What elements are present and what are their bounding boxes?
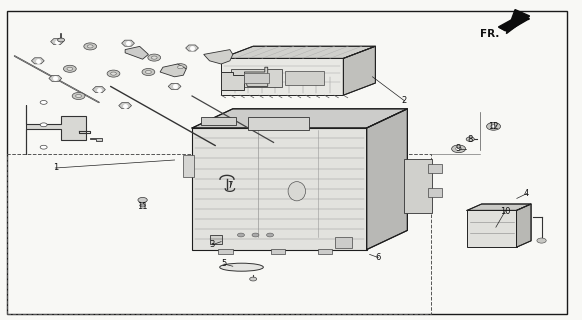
Text: 1: 1 [52, 164, 58, 172]
Bar [183, 155, 194, 177]
Circle shape [72, 92, 85, 100]
Polygon shape [90, 138, 102, 141]
Text: 6: 6 [375, 253, 381, 262]
Polygon shape [517, 204, 531, 247]
Circle shape [107, 70, 120, 77]
Bar [244, 73, 269, 83]
Ellipse shape [220, 263, 263, 271]
Polygon shape [506, 10, 530, 34]
Polygon shape [49, 75, 62, 82]
Bar [467, 211, 517, 247]
Circle shape [491, 125, 496, 128]
Circle shape [174, 64, 187, 71]
Polygon shape [51, 38, 63, 45]
Text: 2: 2 [402, 96, 407, 105]
Circle shape [237, 233, 244, 237]
Bar [7, 154, 431, 314]
Bar [221, 58, 343, 95]
Bar [192, 128, 367, 250]
Circle shape [178, 66, 183, 69]
Circle shape [58, 38, 65, 42]
Circle shape [151, 56, 157, 59]
Polygon shape [467, 204, 531, 211]
Circle shape [111, 72, 116, 75]
Circle shape [142, 68, 155, 76]
Polygon shape [204, 50, 233, 64]
Circle shape [250, 277, 257, 281]
Bar [231, 69, 282, 87]
FancyArrow shape [498, 14, 529, 31]
Polygon shape [244, 67, 268, 86]
Polygon shape [119, 102, 132, 109]
FancyArrow shape [499, 15, 530, 31]
Circle shape [252, 233, 259, 237]
Circle shape [146, 70, 151, 74]
Circle shape [63, 65, 76, 72]
Circle shape [40, 145, 47, 149]
Circle shape [140, 204, 146, 207]
Circle shape [456, 147, 462, 150]
Bar [318, 249, 332, 254]
Polygon shape [93, 86, 105, 93]
Bar [201, 117, 236, 125]
Polygon shape [221, 72, 244, 90]
Text: 3: 3 [210, 240, 215, 249]
Circle shape [267, 233, 274, 237]
Polygon shape [367, 109, 407, 250]
Bar [285, 70, 324, 85]
Polygon shape [343, 46, 375, 95]
Text: FR.: FR. [480, 28, 499, 39]
Bar [428, 164, 442, 173]
Circle shape [40, 123, 47, 127]
Circle shape [138, 197, 147, 203]
Circle shape [466, 137, 474, 141]
Text: 8: 8 [467, 135, 473, 144]
Text: 5: 5 [221, 260, 227, 268]
Text: 4: 4 [524, 189, 530, 198]
Ellipse shape [288, 182, 306, 201]
Polygon shape [125, 46, 148, 59]
Polygon shape [168, 83, 181, 90]
Circle shape [452, 145, 466, 153]
Text: 10: 10 [500, 207, 510, 216]
Polygon shape [31, 58, 44, 64]
Bar [428, 188, 442, 197]
Polygon shape [160, 64, 186, 77]
Circle shape [76, 94, 81, 98]
Text: 9: 9 [456, 144, 462, 153]
Circle shape [537, 238, 546, 243]
Bar [218, 249, 233, 254]
Polygon shape [26, 105, 86, 154]
Polygon shape [186, 45, 198, 51]
Text: 12: 12 [488, 122, 499, 131]
Text: 11: 11 [137, 202, 148, 211]
Polygon shape [192, 109, 407, 128]
Bar [248, 117, 309, 130]
Polygon shape [122, 40, 134, 46]
Circle shape [487, 123, 501, 130]
Text: 7: 7 [227, 181, 233, 190]
Bar [335, 237, 352, 248]
Bar [210, 235, 222, 244]
Circle shape [87, 45, 93, 48]
Bar [271, 249, 285, 254]
Circle shape [84, 43, 97, 50]
Bar [404, 159, 432, 213]
Polygon shape [221, 46, 375, 58]
Circle shape [40, 100, 47, 104]
Circle shape [67, 67, 73, 70]
Circle shape [148, 54, 161, 61]
